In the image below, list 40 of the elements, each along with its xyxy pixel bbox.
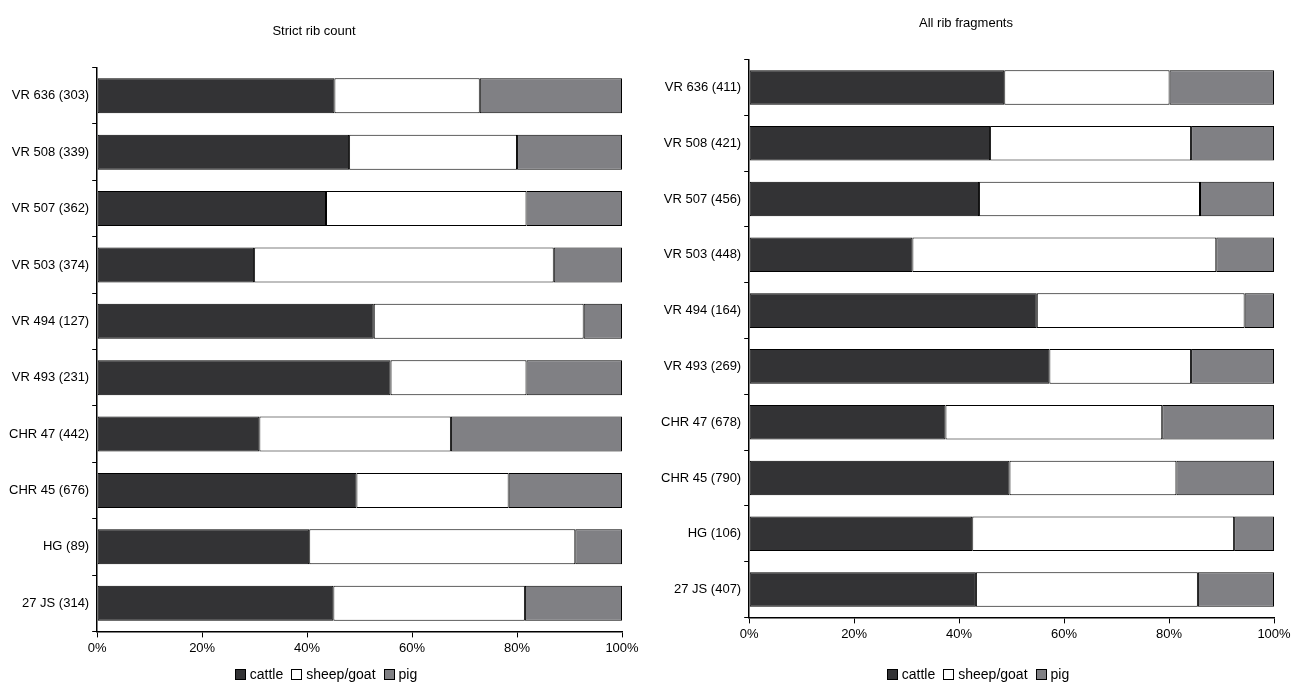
- legend-label: cattle: [901, 666, 936, 682]
- x-tick-label: 60%: [399, 639, 426, 655]
- y-tick-label: VR 493 (269): [663, 357, 742, 373]
- x-tick-label: 100%: [1257, 625, 1292, 641]
- legend-label: sheep/goat: [306, 666, 376, 682]
- x-tick-label: 80%: [1156, 625, 1183, 641]
- x-tick-label: 0%: [87, 639, 108, 655]
- x-tick-label: 40%: [294, 639, 321, 655]
- y-tick-label: HG (89): [42, 538, 90, 554]
- y-tick-label: VR 503 (374): [11, 256, 90, 272]
- x-tick-label: 100%: [605, 639, 640, 655]
- x-tick-label: 0%: [739, 625, 760, 641]
- x-tick-label: 20%: [841, 625, 868, 641]
- legend-label: pig: [1050, 666, 1070, 682]
- y-tick-label: VR 493 (231): [11, 369, 90, 385]
- y-tick-label: VR 494 (127): [11, 312, 90, 328]
- y-tick-label: VR 508 (339): [11, 143, 90, 159]
- chart-title: All rib fragments: [919, 15, 1014, 31]
- x-tick-label: 60%: [1051, 625, 1078, 641]
- legend-label: sheep/goat: [958, 666, 1028, 682]
- y-tick-label: VR 507 (362): [11, 200, 90, 216]
- y-tick-label: CHR 47 (442): [8, 425, 90, 441]
- y-tick-label: CHR 45 (790): [660, 469, 742, 485]
- chart-title: Strict rib count: [272, 23, 356, 39]
- x-tick-label: 80%: [504, 639, 531, 655]
- x-tick-label: 20%: [189, 639, 216, 655]
- y-tick-label: 27 JS (407): [673, 581, 742, 597]
- y-tick-label: VR 507 (456): [663, 190, 742, 206]
- y-tick-label: HG (106): [687, 525, 742, 541]
- legend-label: pig: [398, 666, 418, 682]
- legend-label: cattle: [249, 666, 284, 682]
- y-tick-label: VR 636 (303): [11, 87, 90, 103]
- x-tick-label: 40%: [946, 625, 973, 641]
- y-tick-label: VR 494 (164): [663, 302, 742, 318]
- y-tick-label: CHR 47 (678): [660, 413, 742, 429]
- y-tick-label: VR 636 (411): [664, 79, 742, 95]
- y-tick-label: VR 503 (448): [663, 246, 742, 262]
- y-tick-label: 27 JS (314): [21, 594, 90, 610]
- y-tick-label: VR 508 (421): [663, 134, 742, 150]
- y-tick-label: CHR 45 (676): [8, 482, 90, 498]
